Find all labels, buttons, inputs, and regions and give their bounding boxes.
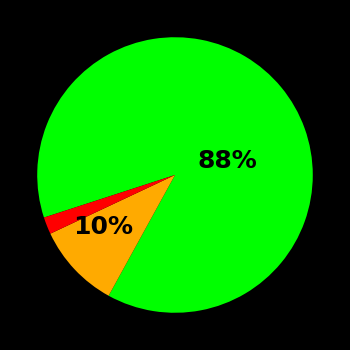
- Wedge shape: [44, 175, 175, 234]
- Wedge shape: [50, 175, 175, 296]
- Text: 88%: 88%: [197, 149, 257, 173]
- Text: 10%: 10%: [74, 215, 133, 239]
- Wedge shape: [37, 37, 313, 313]
